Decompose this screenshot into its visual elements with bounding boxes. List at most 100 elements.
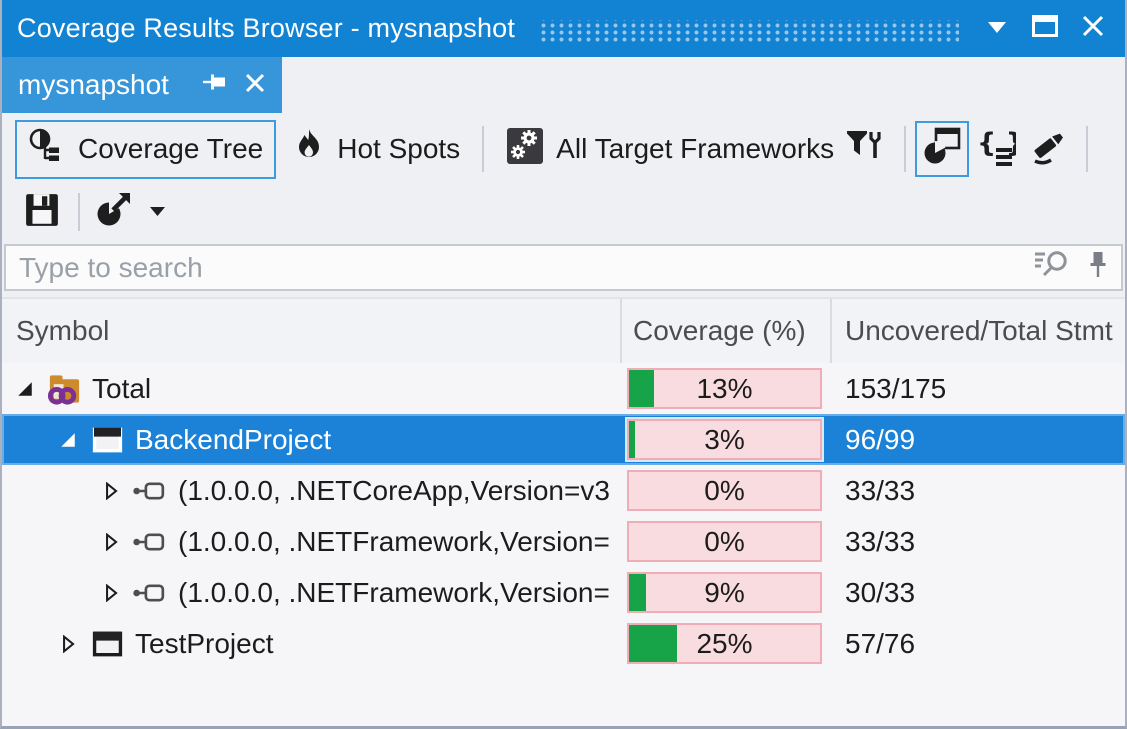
flame-icon [293, 128, 325, 171]
table-row[interactable]: Total 13% 153/175 [2, 363, 1125, 414]
hot-spots-button[interactable]: Hot Spots [280, 120, 473, 179]
chevron-down-icon [988, 20, 1006, 38]
symbol-label: (1.0.0.0, .NETFramework,Version= [178, 525, 610, 557]
coverage-percent-label: 0% [704, 474, 745, 506]
expand-arrow-icon[interactable] [59, 635, 89, 653]
toolbar-separator [78, 193, 80, 231]
coverage-cell: 25% [622, 623, 832, 664]
stmts-cell: 30/33 [832, 577, 1125, 609]
export-dropdown-button[interactable] [137, 187, 177, 237]
search-options-icon[interactable] [1033, 249, 1071, 286]
symbol-cell: (1.0.0.0, .NETCoreApp,Version=v3 [2, 465, 622, 516]
coverage-tree-icon [28, 128, 66, 171]
chevron-down-icon [149, 203, 165, 221]
coverage-bar: 25% [627, 623, 822, 664]
coverage-bar: 13% [627, 368, 822, 409]
symbol-label: TestProject [135, 627, 274, 659]
expand-arrow-icon[interactable] [102, 482, 132, 500]
uncovered-total-value: 33/33 [845, 474, 916, 506]
solution-icon [46, 371, 92, 407]
column-header-symbol[interactable]: Symbol [2, 299, 622, 363]
column-header-uncovered-total[interactable]: Uncovered/Total Stmt [845, 315, 1113, 346]
uncovered-total-value: 57/76 [845, 627, 916, 659]
coverage-bar: 9% [627, 572, 822, 613]
search-box [4, 244, 1123, 291]
code-annotations-button[interactable]: { } [969, 121, 1025, 177]
secondary-toolbar [2, 185, 1125, 239]
maximize-button[interactable] [1021, 5, 1069, 53]
coverage-bar-fill [629, 574, 647, 611]
stmts-cell: 33/33 [832, 475, 1125, 507]
tab-label: mysnapshot [18, 69, 169, 100]
collapse-arrow-icon[interactable] [59, 431, 89, 449]
search-pin-icon[interactable] [1085, 250, 1111, 285]
tab-bar: mysnapshot [2, 57, 1125, 113]
window-position-button[interactable] [973, 5, 1021, 53]
symbol-label: (1.0.0.0, .NETFramework,Version= [178, 576, 610, 608]
coverage-bar-fill [629, 625, 677, 662]
highlight-code-button[interactable] [1023, 121, 1077, 177]
pin-icon[interactable] [202, 69, 228, 102]
toolbar-separator [904, 126, 907, 172]
stmts-cell: 33/33 [832, 526, 1125, 558]
table-row[interactable]: (1.0.0.0, .NETFramework,Version= 9% 30/3… [2, 567, 1125, 618]
symbol-label: Total [92, 372, 152, 404]
coverage-cell: 9% [622, 572, 832, 613]
target-frameworks-label: All Target Frameworks [556, 133, 835, 164]
coverage-bar: 0% [627, 521, 822, 562]
column-header-coverage[interactable]: Coverage (%) [622, 299, 832, 363]
collapse-arrow-icon[interactable] [16, 380, 46, 398]
save-snapshot-button[interactable] [15, 187, 69, 237]
coverage-percent-label: 3% [704, 423, 745, 455]
coverage-bar-fill [629, 421, 635, 458]
hot-spots-label: Hot Spots [337, 133, 461, 164]
tab-close-icon[interactable] [244, 69, 266, 101]
table-row[interactable]: (1.0.0.0, .NETCoreApp,Version=v3 0% 33/3… [2, 465, 1125, 516]
highlighter-icon [1029, 126, 1071, 173]
grid-header: Symbol Coverage (%) Uncovered/Total Stmt [2, 297, 1125, 363]
symbol-label: (1.0.0.0, .NETCoreApp,Version=v3 [178, 474, 610, 506]
search-area [2, 239, 1125, 297]
maximize-icon [1032, 15, 1058, 42]
coverage-percent-label: 25% [696, 627, 753, 659]
stmts-cell: 153/175 [832, 373, 1125, 405]
toolbar-separator [482, 126, 485, 172]
table-row[interactable]: BackendProject 3% 96/99 [2, 414, 1125, 465]
coverage-cell: 3% [622, 419, 832, 460]
coverage-percent-label: 13% [696, 372, 753, 404]
symbol-cell: Total [2, 363, 622, 414]
table-row[interactable]: TestProject 25% 57/76 [2, 618, 1125, 669]
search-input[interactable] [6, 250, 1033, 285]
framework-icon [132, 524, 178, 560]
expand-arrow-icon[interactable] [102, 584, 132, 602]
coverage-bar: 3% [627, 419, 822, 460]
close-icon [1082, 15, 1104, 42]
coverage-percent-label: 0% [704, 525, 745, 557]
save-icon [24, 192, 60, 233]
svg-text:{ }: { } [977, 128, 1016, 159]
tab-mysnapshot[interactable]: mysnapshot [2, 57, 282, 113]
uncovered-total-value: 153/175 [845, 372, 947, 404]
stmts-cell: 96/99 [832, 424, 1125, 456]
target-frameworks-selector[interactable]: All Target Frameworks [493, 119, 895, 180]
drag-handle[interactable] [539, 19, 959, 42]
coverage-tree-button[interactable]: Coverage Tree [15, 119, 277, 179]
uncovered-total-value: 30/33 [845, 576, 916, 608]
coverage-tree-label: Coverage Tree [78, 133, 264, 164]
expand-arrow-icon[interactable] [102, 533, 132, 551]
symbol-label: BackendProject [135, 423, 332, 455]
framework-icon [132, 575, 178, 611]
gears-icon [506, 127, 544, 172]
table-rows: Total 13% 153/175 BackendProject 3% 96/9… [2, 363, 1125, 726]
braces-lines-icon: { } [976, 126, 1025, 173]
table-row[interactable]: (1.0.0.0, .NETFramework,Version= 0% 33/3… [2, 516, 1125, 567]
coverage-window-toggle-button[interactable] [915, 121, 970, 177]
framework-icon [132, 473, 178, 509]
export-button[interactable] [89, 187, 137, 237]
filter-icon [846, 130, 882, 169]
stmts-cell: 57/76 [832, 628, 1125, 660]
close-button[interactable] [1069, 5, 1117, 53]
title-bar: Coverage Results Browser - mysnapshot [2, 0, 1125, 57]
project-icon [89, 626, 135, 662]
